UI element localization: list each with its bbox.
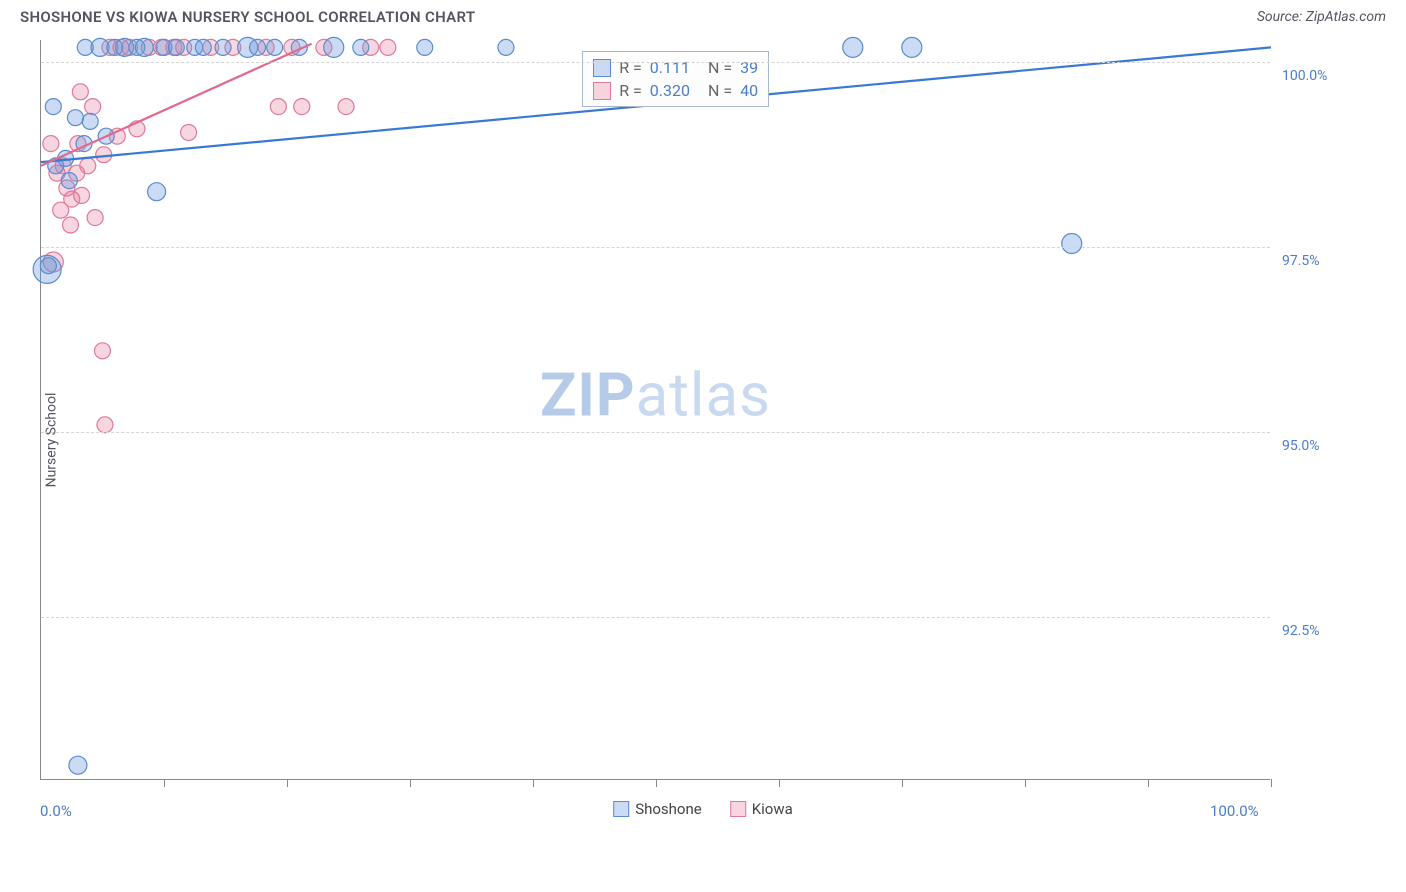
stats-n-value: 40 (740, 81, 758, 100)
shoshone-point (902, 37, 922, 57)
kiowa-point (85, 99, 101, 115)
shoshone-point (195, 39, 211, 55)
shoshone-point (324, 37, 344, 57)
stats-n-value: 39 (740, 58, 758, 77)
shoshone-point (353, 39, 369, 55)
y-tick-label: 92.5% (1282, 623, 1320, 639)
gridline-h (41, 62, 1270, 63)
kiowa-point (97, 417, 113, 433)
chart-area: Nursery School ZIPatlas R =0.111N =39R =… (0, 30, 1406, 850)
legend: Shoshone Kiowa (613, 800, 793, 818)
shoshone-point (215, 39, 231, 55)
y-tick-label: 95.0% (1282, 438, 1320, 454)
shoshone-point (498, 39, 514, 55)
stats-r-label: R = (619, 81, 642, 100)
shoshone-point (843, 37, 863, 57)
legend-item-shoshone: Shoshone (613, 800, 702, 818)
x-tick (779, 779, 780, 787)
chart-header: SHOSHONE VS KIOWA NURSERY SCHOOL CORRELA… (0, 0, 1406, 30)
kiowa-point (87, 210, 103, 226)
kiowa-point (43, 136, 59, 152)
shoshone-point (168, 39, 184, 55)
gridline-h (41, 432, 1270, 433)
kiowa-point (80, 158, 96, 174)
y-tick-label: 100.0% (1282, 68, 1327, 84)
stats-box: R = 0.111 N = 39 R = 0.320 N = 40 (582, 51, 769, 107)
shoshone-point (249, 39, 265, 55)
chart-title: SHOSHONE VS KIOWA NURSERY SCHOOL CORRELA… (20, 8, 475, 26)
stats-n-label: N = (708, 58, 732, 77)
shoshone-point (267, 39, 283, 55)
stats-n-label: N = (708, 81, 732, 100)
stats-row-kiowa: R = 0.320 N = 40 (593, 79, 758, 102)
kiowa-point (95, 343, 111, 359)
x-tick (533, 779, 534, 787)
chart-source: Source: ZipAtlas.com (1257, 9, 1386, 25)
stats-r-value: 0.111 (650, 58, 690, 77)
shoshone-point (45, 99, 61, 115)
shoshone-point (69, 756, 87, 774)
x-tick (902, 779, 903, 787)
shoshone-point (40, 258, 56, 274)
kiowa-point (74, 187, 90, 203)
legend-label: Kiowa (752, 800, 793, 818)
y-tick-label: 97.5% (1282, 253, 1320, 269)
shoshone-point (67, 110, 83, 126)
x-tick (1025, 779, 1026, 787)
stats-r-label: R = (619, 58, 642, 77)
x-axis-min-label: 0.0% (40, 802, 72, 820)
x-tick (1271, 779, 1272, 787)
legend-swatch-kiowa (730, 801, 746, 817)
stats-swatch-kiowa (593, 82, 611, 100)
kiowa-point (72, 84, 88, 100)
legend-label: Shoshone (635, 800, 702, 818)
x-tick (164, 779, 165, 787)
x-tick (656, 779, 657, 787)
plot-region: ZIPatlas R =0.111N =39R =0.320N =40 (40, 40, 1270, 780)
gridline-h (41, 617, 1270, 618)
gridline-h (41, 247, 1270, 248)
kiowa-point (294, 99, 310, 115)
legend-item-kiowa: Kiowa (730, 800, 793, 818)
x-tick (287, 779, 288, 787)
shoshone-point (82, 113, 98, 129)
kiowa-point (63, 217, 79, 233)
shoshone-point (1062, 234, 1082, 254)
x-tick (1148, 779, 1149, 787)
shoshone-point (135, 38, 153, 56)
x-tick (410, 779, 411, 787)
legend-swatch-shoshone (613, 801, 629, 817)
shoshone-point (61, 173, 77, 189)
shoshone-point (417, 39, 433, 55)
x-axis-max-label: 100.0% (1210, 802, 1259, 820)
kiowa-point (270, 99, 286, 115)
kiowa-point (338, 99, 354, 115)
shoshone-point (148, 183, 166, 201)
stats-r-value: 0.320 (650, 81, 690, 100)
kiowa-point (53, 202, 69, 218)
kiowa-point (181, 125, 197, 141)
stats-row-shoshone: R = 0.111 N = 39 (593, 56, 758, 79)
kiowa-point (380, 39, 396, 55)
scatter-svg (41, 40, 1271, 780)
